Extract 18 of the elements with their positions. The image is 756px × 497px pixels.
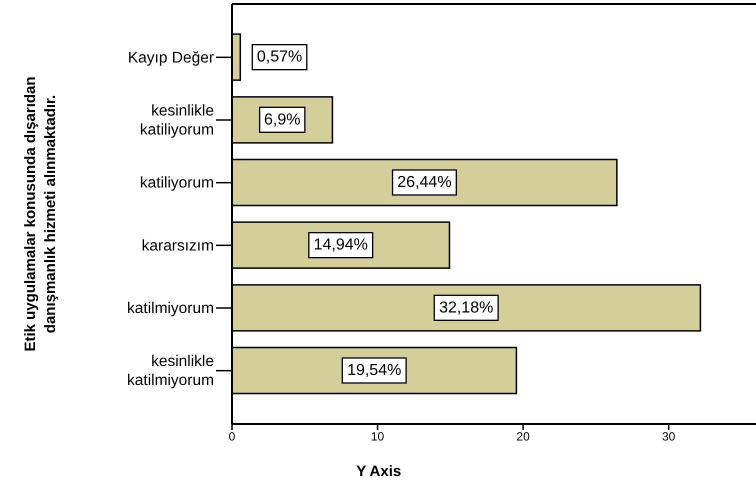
x-tick-label: 20 bbox=[516, 430, 530, 444]
y-tick-label: kararsızım bbox=[142, 236, 214, 254]
y-tick-label: Kayıp Değer bbox=[128, 48, 214, 66]
x-tick-label: 30 bbox=[662, 430, 676, 444]
x-tick-label: 10 bbox=[370, 430, 385, 444]
x-axis-title: Y Axis bbox=[356, 463, 402, 480]
data-label: 19,54% bbox=[347, 362, 402, 379]
y-tick-label: katilmiyorum bbox=[127, 300, 214, 316]
data-label: 14,94% bbox=[314, 236, 368, 254]
data-label: 0,57% bbox=[256, 48, 302, 66]
y-tick-label: katiliyorum bbox=[140, 174, 214, 192]
data-label: 6,9% bbox=[264, 111, 300, 128]
y-tick-label: kesinlikle katilmiyorum bbox=[127, 352, 214, 389]
data-label: 32,18% bbox=[439, 299, 494, 316]
data-label: 26,44% bbox=[397, 174, 452, 191]
y-axis-title: Etik uygulamalar konusunda dışarıdan danışmanlık hizmeti alınmaktadır. bbox=[22, 76, 59, 352]
y-tick-label: kesinlikle katiliyorum bbox=[140, 102, 214, 138]
x-tick-label: 0 bbox=[228, 430, 236, 444]
